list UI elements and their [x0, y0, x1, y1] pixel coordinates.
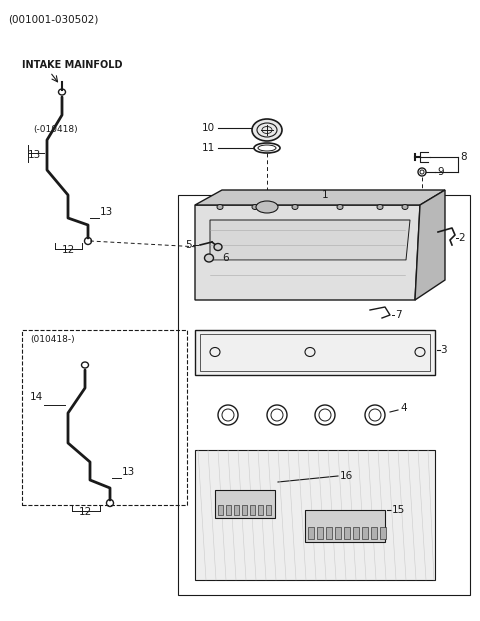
Polygon shape — [195, 205, 420, 300]
Ellipse shape — [217, 204, 223, 209]
Polygon shape — [415, 190, 445, 300]
Bar — [335, 527, 341, 539]
Bar — [242, 505, 247, 515]
Bar — [234, 505, 239, 515]
Text: 3: 3 — [440, 345, 446, 355]
Ellipse shape — [377, 204, 383, 209]
Bar — [266, 505, 271, 515]
Bar — [226, 505, 231, 515]
Text: 14: 14 — [30, 392, 43, 402]
Bar — [200, 334, 430, 371]
Text: 13: 13 — [28, 150, 41, 160]
Text: 2: 2 — [458, 233, 465, 243]
Text: (-010418): (-010418) — [33, 125, 78, 134]
Ellipse shape — [252, 119, 282, 141]
Bar — [362, 527, 368, 539]
Text: 12: 12 — [61, 245, 74, 255]
Text: 15: 15 — [392, 505, 405, 515]
Bar — [308, 527, 314, 539]
Ellipse shape — [402, 204, 408, 209]
Text: 6: 6 — [222, 253, 228, 263]
Bar — [250, 505, 255, 515]
Bar — [371, 527, 377, 539]
Ellipse shape — [337, 204, 343, 209]
Bar — [353, 527, 359, 539]
Text: 16: 16 — [340, 471, 353, 481]
Bar — [305, 510, 385, 542]
Ellipse shape — [292, 204, 298, 209]
Text: 4: 4 — [400, 403, 407, 413]
Text: (010418-): (010418-) — [30, 335, 74, 344]
Bar — [178, 195, 470, 595]
Text: 13: 13 — [122, 467, 135, 477]
Ellipse shape — [214, 243, 222, 250]
Text: INTAKE MAINFOLD: INTAKE MAINFOLD — [22, 60, 122, 70]
Bar — [218, 505, 223, 515]
Text: 5: 5 — [185, 240, 192, 250]
Text: 9: 9 — [437, 167, 444, 177]
Text: 1: 1 — [322, 190, 328, 200]
Text: 13: 13 — [100, 207, 113, 217]
Bar — [195, 450, 435, 580]
Text: 7: 7 — [395, 310, 402, 320]
Text: 11: 11 — [202, 143, 215, 153]
Bar — [22, 330, 187, 505]
Bar — [215, 490, 275, 518]
Bar — [195, 330, 435, 375]
Bar — [380, 527, 386, 539]
Ellipse shape — [252, 204, 258, 209]
Ellipse shape — [256, 201, 278, 213]
Ellipse shape — [204, 254, 214, 262]
Polygon shape — [195, 190, 445, 205]
Text: 10: 10 — [202, 123, 215, 133]
Bar — [344, 527, 350, 539]
Bar — [258, 505, 263, 515]
Text: (001001-030502): (001001-030502) — [8, 14, 98, 24]
Bar — [326, 527, 332, 539]
Text: 8: 8 — [460, 152, 467, 162]
Text: 12: 12 — [78, 507, 92, 517]
Polygon shape — [210, 220, 410, 260]
Bar — [317, 527, 323, 539]
